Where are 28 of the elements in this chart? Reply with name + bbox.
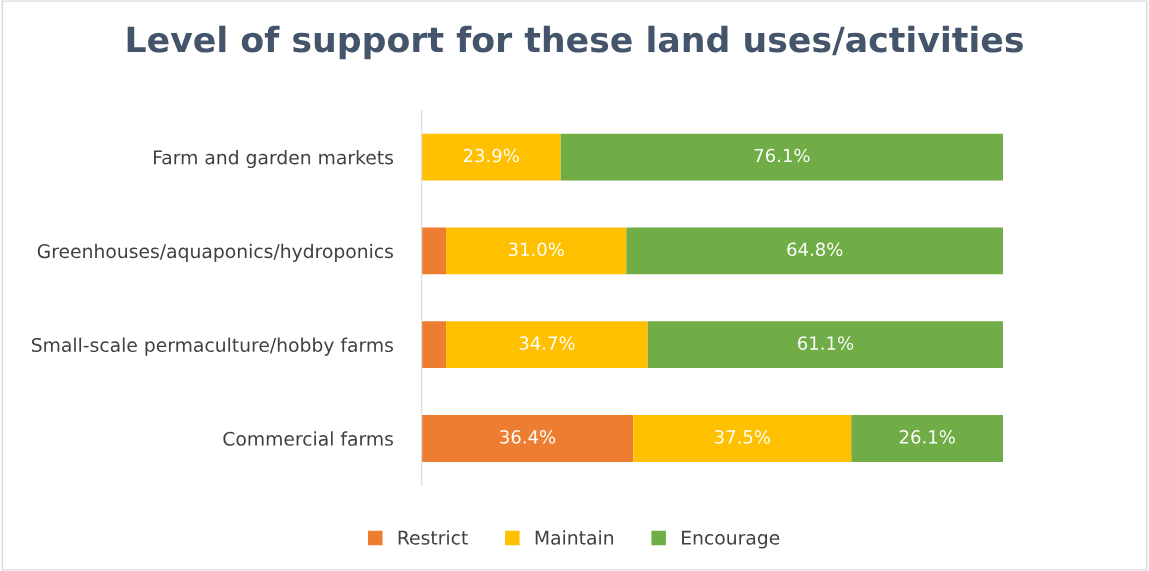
data-label: 26.1% <box>899 430 955 444</box>
legend-label: Encourage <box>682 530 780 549</box>
bar <box>851 415 1004 462</box>
y-tick-label: Small-scale permaculture/hobby farms <box>31 337 393 356</box>
bar <box>421 321 447 369</box>
bar <box>647 321 1004 369</box>
data-label: 64.8% <box>787 242 843 257</box>
bar <box>626 227 1004 275</box>
bar <box>446 227 627 275</box>
data-label: 23.9% <box>463 148 519 163</box>
y-tick-label: Farm and garden markets <box>153 149 393 169</box>
data-label: 37.5% <box>715 430 770 444</box>
bar <box>421 415 634 462</box>
bar <box>421 227 447 275</box>
data-label: 76.1% <box>754 148 810 163</box>
bar <box>421 133 561 181</box>
data-label: 34.7% <box>519 336 575 350</box>
data-label: 31.0% <box>508 242 564 257</box>
data-label: 36.4% <box>500 430 556 444</box>
y-tick-label: Commercial farms <box>223 431 393 446</box>
bar <box>560 133 1004 181</box>
legend-label: Restrict <box>398 530 468 545</box>
bar <box>633 415 852 462</box>
bar <box>446 321 648 369</box>
legend-label: Maintain <box>535 530 614 545</box>
y-tick-label: Greenhouses/aquaponics/hydroponics <box>37 243 393 262</box>
chart-title: Level of support for these land uses/activities <box>127 25 1023 60</box>
data-label: 61.1% <box>798 336 854 350</box>
